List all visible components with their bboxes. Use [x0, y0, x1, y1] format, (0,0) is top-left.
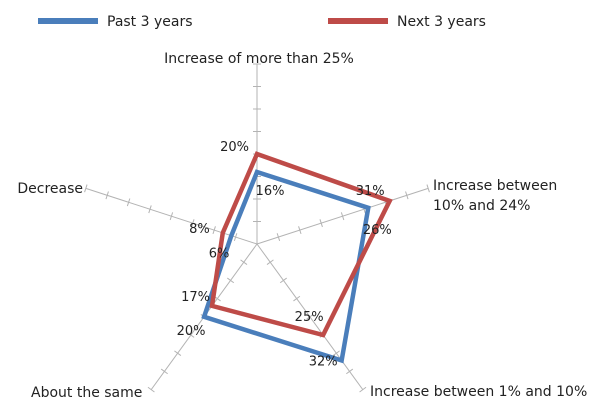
- axis-tick: [84, 184, 88, 193]
- data-point: [322, 334, 324, 336]
- data-point: [211, 305, 213, 307]
- axis-tick: [169, 212, 174, 221]
- axis-tick: [160, 368, 168, 375]
- legend-label-past: Past 3 years: [107, 14, 193, 30]
- axis-labels: Increase of more than 25% Increase betwe…: [17, 51, 587, 401]
- legend: Past 3 years Next 3 years: [38, 14, 486, 30]
- axis-tick: [306, 314, 314, 320]
- data-point: [230, 234, 233, 237]
- axis-tick: [426, 184, 430, 193]
- axis-tick: [147, 386, 155, 393]
- data-point: [203, 316, 205, 318]
- axis-tick: [298, 226, 302, 235]
- axis-tick: [359, 386, 367, 393]
- data-point: [256, 153, 258, 155]
- data-label: 25%: [295, 310, 324, 325]
- data-point: [221, 232, 224, 234]
- axis-tick: [174, 350, 182, 356]
- data-point: [388, 200, 391, 202]
- data-label: 20%: [220, 140, 249, 155]
- data-point: [367, 207, 370, 209]
- data-label: 26%: [363, 223, 392, 238]
- axis-tick: [346, 368, 354, 375]
- data-label: 31%: [356, 184, 385, 199]
- axis-tick: [227, 277, 235, 284]
- axis-tick: [279, 277, 287, 284]
- axis-tick: [126, 198, 131, 207]
- axis-label-increase-10-24: Increase between 10% and 24%: [433, 178, 562, 214]
- data-label: 6%: [209, 247, 230, 262]
- data-labels: 16% 26% 32% 20% 6% 20% 31% 25% 17% 8%: [177, 140, 392, 369]
- axis-tick: [405, 191, 409, 200]
- radar-series: [201, 151, 393, 364]
- data-label: 8%: [189, 222, 210, 237]
- axis-tick: [212, 226, 216, 235]
- data-point: [340, 359, 343, 362]
- data-label: 32%: [309, 354, 338, 369]
- axis-tick: [105, 191, 109, 200]
- axis-tick: [191, 219, 195, 228]
- axis-label-decrease: Decrease: [17, 181, 83, 197]
- radar-axes: [84, 63, 430, 393]
- axis-tick: [332, 350, 340, 356]
- axis-tick: [266, 259, 274, 265]
- axis-tick: [340, 212, 345, 221]
- data-label: 20%: [177, 324, 206, 339]
- axis-tick: [240, 259, 248, 265]
- axis-tick: [276, 233, 281, 242]
- axis-label-about-same: About the same: [31, 385, 142, 401]
- legend-label-next: Next 3 years: [397, 14, 486, 30]
- series-line-next: [209, 151, 393, 338]
- axis-tick: [148, 205, 152, 214]
- series-line-past: [201, 169, 371, 364]
- data-label: 16%: [256, 184, 285, 199]
- axis-tick: [319, 219, 323, 228]
- axis-tick: [293, 295, 301, 302]
- data-point: [256, 171, 258, 173]
- axis-tick: [233, 233, 238, 242]
- data-label: 17%: [181, 290, 210, 305]
- axis-label-increase-over-25: Increase of more than 25%: [164, 51, 354, 67]
- axis-tick: [187, 332, 195, 338]
- axis-label-increase-1-10: Increase between 1% and 10%: [370, 384, 587, 400]
